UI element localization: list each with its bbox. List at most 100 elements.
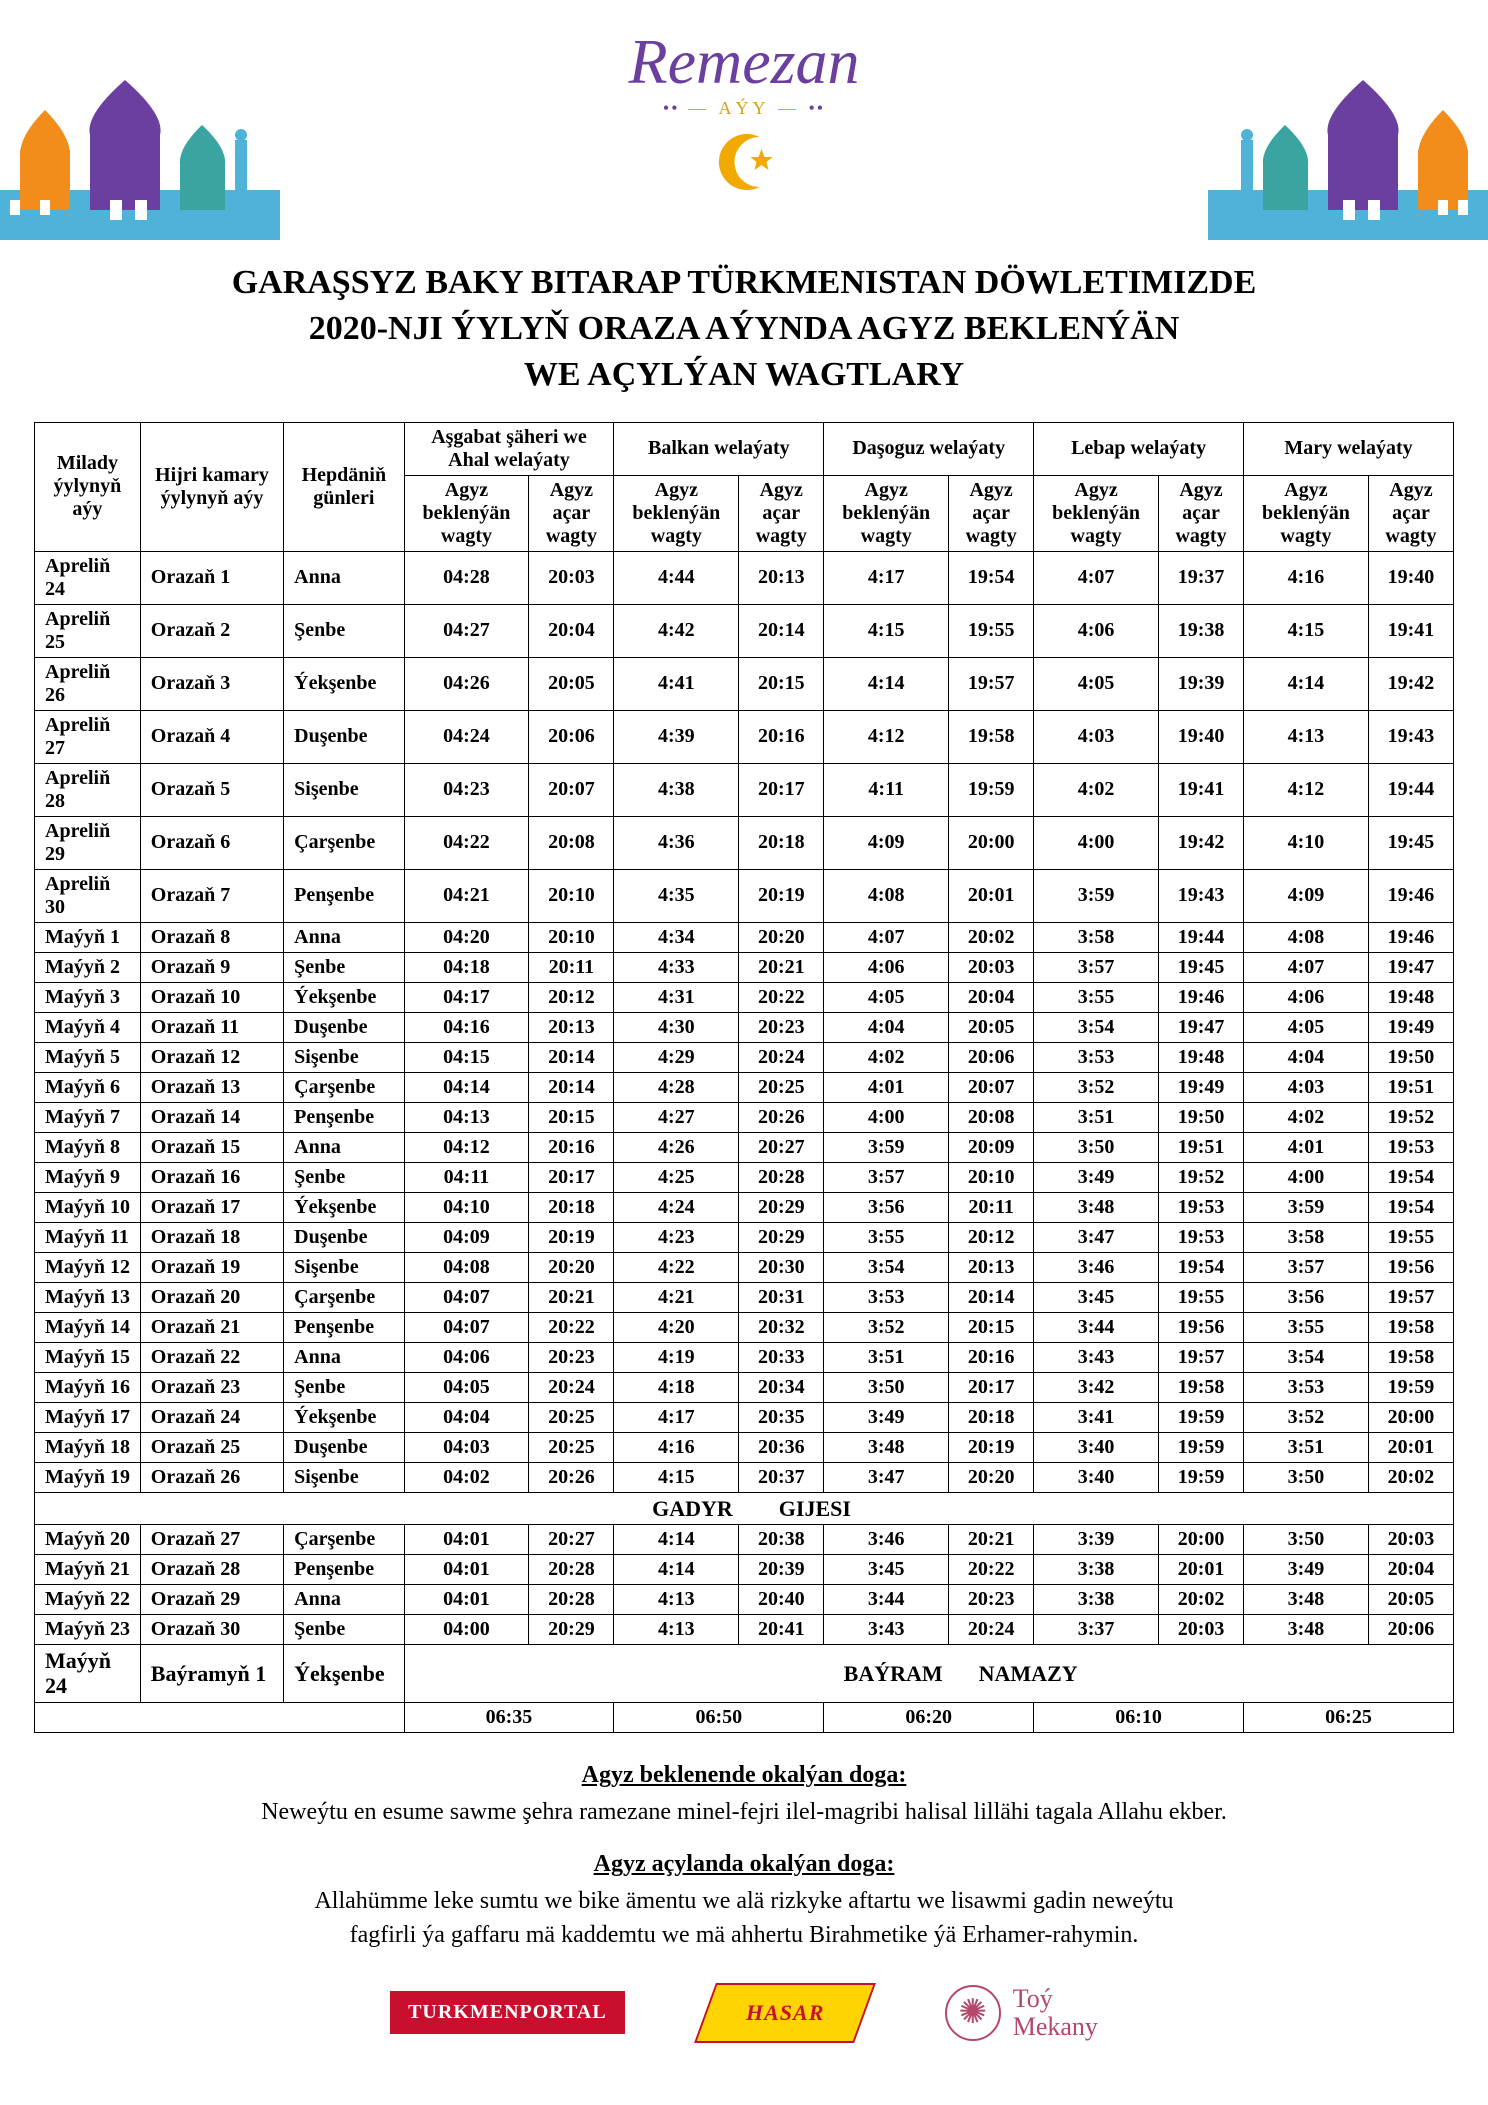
cell-time: 20:05: [529, 657, 614, 710]
cell-time: 3:55: [1034, 982, 1159, 1012]
cell-time: 4:14: [614, 1524, 739, 1554]
cell-time: 19:46: [1159, 982, 1244, 1012]
table-row: Maýyň 22Orazaň 29Anna04:0120:284:1320:40…: [35, 1584, 1454, 1614]
cell-time: 20:13: [739, 551, 824, 604]
cell-time: 4:36: [614, 816, 739, 869]
header-banner: Remezan •• — AÝY — ••: [0, 0, 1488, 240]
cell-w: Şenbe: [284, 952, 404, 982]
cell-time: 20:22: [529, 1312, 614, 1342]
cell-m: Maýyň 10: [35, 1192, 141, 1222]
cell-time: 19:55: [949, 604, 1034, 657]
cell-time: 4:14: [824, 657, 949, 710]
cell-time: 3:46: [824, 1524, 949, 1554]
cell-time: 20:03: [1159, 1614, 1244, 1644]
table-header: Milady ýylynyň aýy Hijri kamary ýylynyň …: [35, 422, 1454, 551]
cell-time: 20:04: [1368, 1554, 1453, 1584]
col-acar: Agyz açar wagty: [529, 475, 614, 551]
cell-time: 4:28: [614, 1072, 739, 1102]
table-row: Maýyň 8Orazaň 15Anna04:1220:164:2620:273…: [35, 1132, 1454, 1162]
table-row: Maýyň 2Orazaň 9Şenbe04:1820:114:3320:214…: [35, 952, 1454, 982]
cell-time: 3:42: [1034, 1372, 1159, 1402]
cell-time: 19:39: [1159, 657, 1244, 710]
cell-time: 4:42: [614, 604, 739, 657]
cell-time: 20:11: [529, 952, 614, 982]
cell-time: 04:00: [404, 1614, 529, 1644]
cell-time: 19:45: [1368, 816, 1453, 869]
cell-time: 20:34: [739, 1372, 824, 1402]
cell-time: 19:55: [1368, 1222, 1453, 1252]
cell-h: Orazaň 28: [140, 1554, 283, 1584]
cell-time: 20:10: [529, 922, 614, 952]
cell-time: 4:35: [614, 869, 739, 922]
cell-m: Maýyň 20: [35, 1524, 141, 1554]
cell-time: 20:35: [739, 1402, 824, 1432]
cell-time: 3:46: [1034, 1252, 1159, 1282]
cell-time: 3:53: [1034, 1042, 1159, 1072]
cell-time: 4:06: [824, 952, 949, 982]
col-acar: Agyz açar wagty: [739, 475, 824, 551]
cell-time: 20:22: [739, 982, 824, 1012]
toy-line1: Toý: [1013, 1985, 1098, 2012]
cell-time: 20:16: [949, 1342, 1034, 1372]
cell-h: Orazaň 25: [140, 1432, 283, 1462]
cell-w: Penşenbe: [284, 1312, 404, 1342]
cell-m: Maýyň 9: [35, 1162, 141, 1192]
table-row: Maýyň 18Orazaň 25Duşenbe04:0320:254:1620…: [35, 1432, 1454, 1462]
cell-m: Maýyň 16: [35, 1372, 141, 1402]
gadyr-right: GIJESI: [739, 1492, 1454, 1524]
cell-time: 20:20: [529, 1252, 614, 1282]
cell-time: 20:29: [739, 1192, 824, 1222]
cell-time: 19:57: [1368, 1282, 1453, 1312]
cell-time: 04:17: [404, 982, 529, 1012]
cell-time: 4:34: [614, 922, 739, 952]
col-bek: Agyz beklenýän wagty: [824, 475, 949, 551]
cell-time: 4:31: [614, 982, 739, 1012]
cell-time: 4:07: [1244, 952, 1369, 982]
prayer-title-1: Agyz beklenende okalýan doga:: [60, 1759, 1428, 1793]
cell-time: 19:46: [1368, 922, 1453, 952]
prayer-text-2b: fagfirli ýa gaffaru mä kaddemtu we mä ah…: [60, 1919, 1428, 1953]
cell-time: 04:28: [404, 551, 529, 604]
heading-line-3: WE AÇYLÝAN WAGTLARY: [40, 352, 1448, 398]
cell-time: 3:54: [1244, 1342, 1369, 1372]
cell-time: 3:53: [824, 1282, 949, 1312]
cell-time: 04:07: [404, 1282, 529, 1312]
cell-w: Çarşenbe: [284, 1282, 404, 1312]
cell-time: 20:40: [739, 1584, 824, 1614]
gadyr-left: GADYR: [35, 1492, 739, 1524]
cell-time: 3:47: [824, 1462, 949, 1492]
main-heading: GARAŞSYZ BAKY BITARAP TÜRKMENISTAN DÖWLE…: [40, 260, 1448, 398]
cell-time: 20:16: [739, 710, 824, 763]
col-region-3: Lebap welaýaty: [1034, 422, 1244, 475]
cell-time: 3:54: [824, 1252, 949, 1282]
bayram-label-left: BAÝRAM: [404, 1644, 949, 1702]
cell-time: 19:49: [1368, 1012, 1453, 1042]
cell-time: 4:16: [1244, 551, 1369, 604]
cell-time: 20:00: [1159, 1524, 1244, 1554]
table-row: Apreliň 25Orazaň 2Şenbe04:2720:044:4220:…: [35, 604, 1454, 657]
table-row: Maýyň 3Orazaň 10Ýekşenbe04:1720:124:3120…: [35, 982, 1454, 1012]
turkmenportal-badge: TURKMENPORTAL: [390, 1991, 625, 2034]
cell-time: 20:06: [529, 710, 614, 763]
cell-time: 20:01: [949, 869, 1034, 922]
cell-time: 20:38: [739, 1524, 824, 1554]
cell-time: 04:26: [404, 657, 529, 710]
cell-time: 3:44: [824, 1584, 949, 1614]
cell-time: 20:12: [949, 1222, 1034, 1252]
cell-time: 3:49: [1034, 1162, 1159, 1192]
cell-m: Apreliň 27: [35, 710, 141, 763]
cell-h: Orazaň 11: [140, 1012, 283, 1042]
cell-time: 20:03: [529, 551, 614, 604]
cell-time: 4:44: [614, 551, 739, 604]
cell-time: 20:13: [949, 1252, 1034, 1282]
cell-time: 04:01: [404, 1584, 529, 1614]
prayer-text-1: Neweýtu en esume sawme şehra ramezane mi…: [60, 1796, 1428, 1830]
cell-time: 20:01: [1368, 1432, 1453, 1462]
cell-h: Orazaň 4: [140, 710, 283, 763]
cell-time: 3:45: [824, 1554, 949, 1584]
cell-time: 20:17: [739, 763, 824, 816]
cell-time: 19:47: [1368, 952, 1453, 982]
cell-time: 20:02: [1368, 1462, 1453, 1492]
cell-time: 3:52: [1244, 1402, 1369, 1432]
cell-w: Anna: [284, 922, 404, 952]
